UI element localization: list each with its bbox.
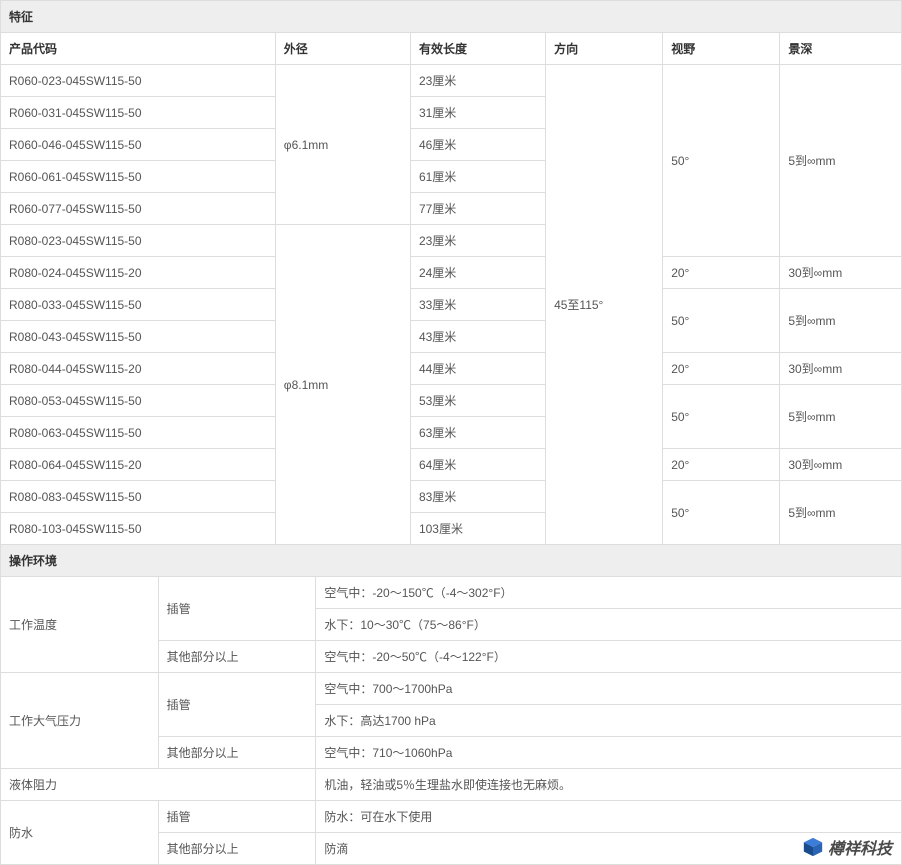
cell-code: R060-031-045SW115-50 [1,97,276,129]
cell-length: 43厘米 [410,321,545,353]
cell-dof: 5到∞mm [780,385,902,449]
features-section-header: 特征 [1,1,902,33]
cell-fov: 20° [663,257,780,289]
label-probe: 插管 [158,577,316,641]
cell-code: R080-053-045SW115-50 [1,385,276,417]
cell-code: R060-061-045SW115-50 [1,161,276,193]
col-outer-diameter: 外径 [275,33,410,65]
table-row: 工作大气压力 插管 空气中：700〜1700hPa [1,673,902,705]
cell-dof: 30到∞mm [780,353,902,385]
cell-length: 23厘米 [410,65,545,97]
cell-length: 24厘米 [410,257,545,289]
cell-length: 31厘米 [410,97,545,129]
cell-length: 53厘米 [410,385,545,417]
cell-length: 33厘米 [410,289,545,321]
cell-value: 水下：10〜30℃（75〜86°F） [316,609,902,641]
label-probe: 插管 [158,801,316,833]
label-work-temp: 工作温度 [1,577,159,673]
cell-diameter-61: φ6.1mm [275,65,410,225]
cell-value: 空气中：-20〜150℃（-4〜302°F） [316,577,902,609]
table-row: 防水 插管 防水：可在水下使用 [1,801,902,833]
cell-value: 防水：可在水下使用 [316,801,902,833]
env-table: 操作环境 工作温度 插管 空气中：-20〜150℃（-4〜302°F） 水下：1… [0,544,902,865]
label-other-parts: 其他部分以上 [158,833,316,865]
cell-code: R060-046-045SW115-50 [1,129,276,161]
table-row: R080-053-045SW115-50 53厘米 50° 5到∞mm [1,385,902,417]
cell-length: 64厘米 [410,449,545,481]
cell-dof: 30到∞mm [780,449,902,481]
label-probe: 插管 [158,673,316,737]
label-other-parts: 其他部分以上 [158,641,316,673]
features-column-headers: 产品代码 外径 有效长度 方向 视野 景深 [1,33,902,65]
table-row: R060-023-045SW115-50 φ6.1mm 23厘米 45至115°… [1,65,902,97]
cell-diameter-81: φ8.1mm [275,225,410,545]
env-title: 操作环境 [1,545,902,577]
cell-code: R080-024-045SW115-20 [1,257,276,289]
label-other-parts: 其他部分以上 [158,737,316,769]
cell-direction: 45至115° [546,65,663,545]
cell-code: R060-023-045SW115-50 [1,65,276,97]
label-liquid-res: 液体阻力 [1,769,316,801]
features-title: 特征 [1,1,902,33]
cell-code: R080-033-045SW115-50 [1,289,276,321]
cell-dof: 30到∞mm [780,257,902,289]
cell-code: R080-103-045SW115-50 [1,513,276,545]
table-row: R080-033-045SW115-50 33厘米 50° 5到∞mm [1,289,902,321]
cell-dof: 5到∞mm [780,481,902,545]
col-product-code: 产品代码 [1,33,276,65]
cell-code: R080-064-045SW115-20 [1,449,276,481]
cell-value: 空气中：700〜1700hPa [316,673,902,705]
table-row: R080-044-045SW115-20 44厘米 20° 30到∞mm [1,353,902,385]
cell-dof: 5到∞mm [780,289,902,353]
table-row: 工作温度 插管 空气中：-20〜150℃（-4〜302°F） [1,577,902,609]
col-effective-length: 有效长度 [410,33,545,65]
cell-dof: 5到∞mm [780,65,902,257]
cell-length: 46厘米 [410,129,545,161]
features-table: 特征 产品代码 外径 有效长度 方向 视野 景深 R060-023-045SW1… [0,0,902,545]
cell-code: R080-063-045SW115-50 [1,417,276,449]
table-row: R080-083-045SW115-50 83厘米 50° 5到∞mm [1,481,902,513]
cell-fov: 50° [663,385,780,449]
cell-value: 水下：高达1700 hPa [316,705,902,737]
cell-fov: 50° [663,289,780,353]
cell-length: 44厘米 [410,353,545,385]
cell-code: R060-077-045SW115-50 [1,193,276,225]
label-waterproof: 防水 [1,801,159,865]
col-fov: 视野 [663,33,780,65]
cell-length: 63厘米 [410,417,545,449]
cell-code: R080-023-045SW115-50 [1,225,276,257]
cell-code: R080-083-045SW115-50 [1,481,276,513]
cell-length: 77厘米 [410,193,545,225]
table-row: R080-064-045SW115-20 64厘米 20° 30到∞mm [1,449,902,481]
cell-fov: 50° [663,481,780,545]
col-direction: 方向 [546,33,663,65]
cell-value: 空气中：710〜1060hPa [316,737,902,769]
cell-value: 防滴 [316,833,902,865]
table-row: R080-024-045SW115-20 24厘米 20° 30到∞mm [1,257,902,289]
cell-code: R080-043-045SW115-50 [1,321,276,353]
cell-length: 103厘米 [410,513,545,545]
label-pressure: 工作大气压力 [1,673,159,769]
cell-length: 61厘米 [410,161,545,193]
cell-fov: 50° [663,65,780,257]
cell-code: R080-044-045SW115-20 [1,353,276,385]
cell-value: 机油，轻油或5％生理盐水即使连接也无麻烦。 [316,769,902,801]
cell-length: 23厘米 [410,225,545,257]
cell-value: 空气中：-20〜50℃（-4〜122°F） [316,641,902,673]
col-dof: 景深 [780,33,902,65]
cell-fov: 20° [663,449,780,481]
table-row: 液体阻力 机油，轻油或5％生理盐水即使连接也无麻烦。 [1,769,902,801]
cell-length: 83厘米 [410,481,545,513]
env-section-header: 操作环境 [1,545,902,577]
cell-fov: 20° [663,353,780,385]
